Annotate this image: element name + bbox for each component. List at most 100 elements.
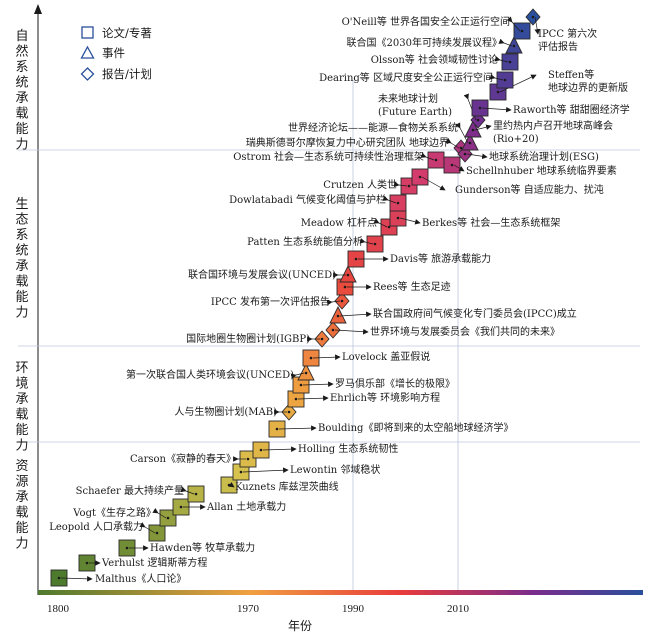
event-connector — [334, 328, 369, 335]
event-dot — [85, 561, 89, 565]
event-label: 未来地球计划(Future Earth) — [378, 92, 452, 118]
event-connector — [498, 38, 513, 47]
event-connector — [506, 16, 521, 32]
x-tick-label: 2010 — [447, 603, 470, 615]
event-connector — [60, 576, 93, 582]
event-label: Rees等 生态足迹 — [373, 280, 451, 293]
event-label: Crutzen 人类世 — [323, 178, 397, 191]
event-dot — [503, 78, 507, 82]
event-label: Schaefer 最大持续产量 — [76, 484, 184, 497]
event-label: 人与生物圈计划(MAB) — [174, 405, 277, 418]
event-label: Ehrlich等 环境影响方程 — [330, 391, 440, 404]
event-connector — [312, 354, 341, 360]
event-label: IPCC 第六次评估报告 — [538, 27, 597, 53]
event-connector — [420, 152, 435, 161]
event-label: Boulding《即将到来的太空船地球经济学》 — [318, 421, 513, 434]
event-connector — [373, 218, 388, 228]
event-label: Raworth等 甜甜圈经济学 — [513, 103, 630, 116]
event-label: Lovelock 盖亚假说 — [342, 350, 430, 363]
event-dot — [471, 128, 475, 132]
x-axis-title: 年份 — [288, 619, 312, 633]
event-dot — [304, 371, 308, 375]
event-dot — [239, 470, 243, 474]
legend-label: 报告/计划 — [102, 67, 152, 81]
x-tick-label: 1990 — [342, 603, 365, 615]
event-dot — [179, 505, 183, 509]
event-dot — [259, 448, 263, 452]
event-label: IPCC 发布第一次评估报告 — [211, 295, 330, 308]
legend: 论文/专著 事件 报告/计划 — [80, 26, 152, 81]
event-dot — [468, 141, 472, 145]
event-label: Carson《寂静的春天》 — [130, 452, 236, 465]
event-label: 瑞典斯德哥尔摩恢复力中心研究团队 地球边界 — [246, 136, 449, 149]
event-label: Meadow 杠杆点 — [301, 216, 377, 229]
event-dot — [418, 175, 422, 179]
event-dot — [354, 257, 358, 261]
legend-label: 事件 — [102, 46, 125, 60]
event-label: Allan 土地承载力 — [206, 500, 286, 513]
event-connector — [228, 481, 235, 488]
event-connector — [290, 372, 305, 379]
event-connector — [489, 74, 504, 81]
event-label: Davis等 旅游承载能力 — [390, 252, 491, 265]
legend-diamond-icon — [80, 67, 95, 81]
event-dot — [476, 118, 480, 122]
event-connector — [494, 56, 509, 63]
event-connector — [382, 195, 397, 204]
event-dot — [294, 397, 298, 401]
event-dot — [396, 201, 400, 205]
event-connector — [152, 508, 167, 519]
event-dot — [343, 285, 347, 289]
x-axis-ticks: 1800 1970 1990 2010 — [47, 603, 470, 615]
event-label: 国际地圈生物圈计划(IGBP) — [186, 332, 310, 345]
event-connector — [453, 164, 465, 172]
event-dot — [520, 29, 524, 33]
event-label: Schellnhuber 地球系统临界要素 — [466, 164, 617, 177]
x-tick-label: 1970 — [237, 603, 260, 615]
y-axis-arrow-icon — [34, 4, 42, 14]
event-dot — [496, 90, 500, 94]
event-dot — [346, 273, 350, 277]
event-connector — [242, 467, 289, 474]
event-label: Vogt《生存之路》 — [72, 506, 156, 519]
event-label: Dowlatabadi 气候变化阈值与护栏 — [229, 193, 386, 206]
event-connector — [534, 16, 540, 35]
event-label: 第一次联合国人类环境会议(UNCED) — [126, 368, 294, 381]
event-dot — [299, 383, 303, 387]
event-connector — [421, 176, 446, 191]
event-label: Patten 生态系统能值分析 — [247, 235, 363, 248]
event-label: Steffen等地球边界的更新版 — [548, 68, 628, 94]
event-dot — [57, 576, 61, 580]
event-connector — [302, 381, 334, 387]
event-label: 里约热内卢召开地球高峰会(Rio+20) — [493, 119, 613, 145]
event-connector — [445, 138, 460, 149]
legend-square-icon — [81, 26, 94, 39]
phase-label: 生态系统承载能力 — [15, 197, 28, 321]
event-dot — [340, 299, 344, 303]
event-dot — [166, 516, 170, 520]
event-connector — [180, 486, 195, 495]
event-dot — [309, 356, 313, 360]
event-dot — [275, 427, 279, 431]
event-dot — [508, 60, 512, 64]
event-label: 地球系统治理计划(ESG) — [489, 150, 599, 163]
event-connector — [339, 311, 372, 318]
phase-label: 自然系统承载能力 — [15, 29, 28, 153]
event-dot — [246, 457, 250, 461]
event-connector — [278, 425, 317, 431]
legend-label: 论文/专著 — [102, 26, 152, 40]
event-label: Leopold 人口承载力 — [49, 520, 143, 533]
event-dot — [512, 44, 516, 48]
event-label: 联合国环境与发展会议(UNCED) — [188, 268, 336, 281]
event-label: Gunderson等 自适应能力、扰沌 — [455, 183, 604, 196]
event-label: 罗马俱乐部《增长的极限》 — [335, 377, 455, 390]
event-dot — [478, 106, 482, 110]
event-label: Berkes等 社会—生态系统框架 — [422, 216, 560, 229]
event-label: 世界经济论坛——能源—食物关系系统 — [288, 121, 458, 134]
phase-label: 环境承载能力 — [15, 361, 28, 454]
event-connector — [297, 395, 329, 401]
event-connector — [481, 106, 512, 113]
x-axis-bar — [38, 590, 643, 595]
event-dot — [459, 146, 463, 150]
event-dot — [336, 314, 340, 318]
